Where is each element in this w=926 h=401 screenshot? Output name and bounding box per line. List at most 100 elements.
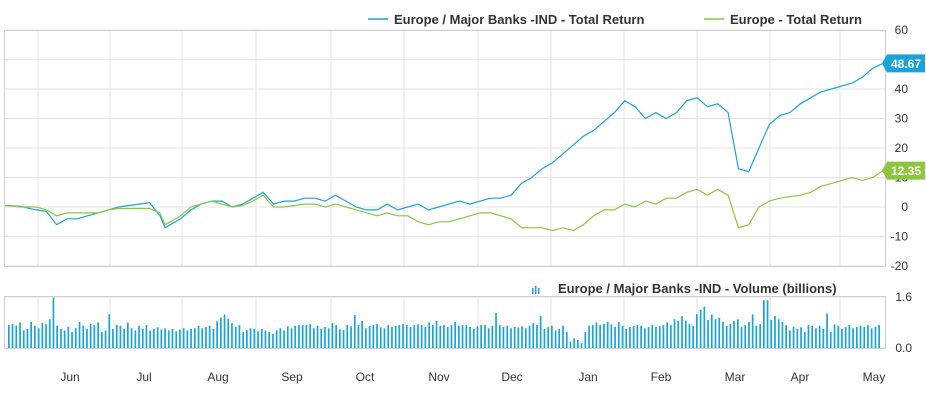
volume-bar: [740, 327, 743, 348]
volume-bar: [826, 313, 828, 348]
main-y-tick-label: 60: [895, 23, 909, 37]
volume-bar: [562, 325, 564, 348]
volume-bar: [320, 328, 323, 348]
volume-bar: [591, 325, 594, 348]
volume-bar: [417, 324, 419, 348]
volume-bar: [179, 329, 181, 348]
volume-bar: [305, 325, 308, 348]
volume-bar: [577, 340, 579, 348]
x-tick-label: Nov: [428, 370, 449, 384]
volume-bar: [119, 325, 122, 348]
volume-bar: [123, 328, 125, 348]
volume-bar: [242, 332, 244, 348]
volume-bar: [130, 328, 133, 348]
volume-bar: [539, 316, 542, 348]
volume-bar: [848, 325, 851, 348]
volume-bar: [171, 328, 174, 348]
volume-bar: [565, 332, 568, 348]
volume-bar: [673, 319, 676, 348]
volume-legend-icon: [538, 288, 540, 294]
volume-bar: [837, 325, 840, 348]
x-tick-label: Aug: [207, 370, 228, 384]
last-value-label: 48.67: [891, 57, 921, 71]
main-y-tick-label: 0: [901, 200, 908, 214]
volume-bar: [11, 324, 14, 348]
volume-bar: [309, 324, 311, 348]
volume-bar: [763, 300, 765, 348]
volume-bar: [260, 328, 263, 348]
volume-bar: [495, 312, 497, 348]
volume-bar: [469, 327, 471, 348]
volume-bar: [692, 325, 694, 348]
x-tick-label: Apr: [791, 370, 810, 384]
volume-bar: [82, 325, 85, 348]
volume-bar: [216, 321, 218, 348]
volume-bar: [405, 325, 408, 348]
volume-bar: [710, 314, 713, 348]
volume-bar: [454, 321, 456, 348]
volume-bar: [63, 330, 66, 348]
volume-bar: [279, 328, 282, 348]
volume-bar: [603, 324, 605, 348]
x-tick-label: Dec: [501, 370, 522, 384]
volume-bar: [398, 325, 401, 348]
volume-bar: [484, 325, 486, 348]
volume-bar: [800, 327, 802, 348]
volume-bar: [134, 330, 137, 348]
volume-bar: [227, 318, 230, 348]
volume-bar: [48, 319, 51, 348]
legend-label: Europe / Major Banks -IND - Total Return: [394, 12, 644, 27]
volume-legend-label: Europe / Major Banks -IND - Volume (bill…: [558, 281, 837, 296]
volume-bar: [632, 325, 635, 348]
volume-bar: [41, 323, 44, 348]
volume-bar: [138, 325, 140, 348]
volume-bar: [684, 320, 687, 348]
volume-bar: [450, 325, 453, 348]
volume-bar: [108, 314, 111, 348]
volume-bar: [424, 327, 427, 348]
volume-bar: [443, 325, 445, 348]
volume-bar: [777, 319, 780, 348]
main-chart-grid: [5, 29, 885, 267]
volume-bar: [8, 325, 10, 348]
volume-bar: [26, 328, 29, 348]
volume-bar: [807, 325, 810, 348]
volume-bar: [60, 328, 62, 348]
volume-bar: [286, 326, 289, 348]
volume-bar: [145, 325, 148, 348]
volume-bar: [313, 328, 315, 348]
volume-bar: [290, 328, 293, 348]
volume-bar: [357, 325, 360, 348]
volume-bar: [781, 321, 784, 348]
volume-bar: [722, 321, 724, 348]
volume-bar: [625, 328, 628, 348]
volume-bar: [789, 330, 791, 348]
volume-bar: [580, 343, 583, 348]
volume-bar: [476, 326, 479, 348]
last-value-badges: 48.67 12.35: [882, 54, 925, 180]
volume-bar: [770, 319, 773, 348]
volume-bar: [725, 325, 728, 348]
volume-bar: [272, 333, 274, 348]
volume-bar: [491, 325, 494, 348]
volume-bar: [432, 325, 434, 348]
volume-bar: [554, 330, 557, 348]
volume-bar: [733, 320, 735, 348]
volume-bar: [737, 319, 739, 348]
volume-bar: [610, 324, 613, 348]
volume-bar: [859, 325, 862, 348]
volume-bar: [517, 327, 520, 348]
volume-bar: [766, 300, 769, 348]
volume-bar: [651, 325, 654, 348]
volume-bar: [502, 327, 505, 348]
volume-chart-frame: [4, 296, 886, 349]
volume-bar: [283, 330, 285, 348]
volume-bar: [335, 325, 337, 348]
volume-bar: [699, 309, 702, 348]
volume-bar: [201, 328, 204, 348]
volume-bar: [644, 328, 646, 348]
volume-bar: [387, 325, 390, 348]
volume-bar: [803, 332, 806, 348]
volume-bar: [815, 328, 817, 348]
volume-bar: [547, 327, 549, 348]
